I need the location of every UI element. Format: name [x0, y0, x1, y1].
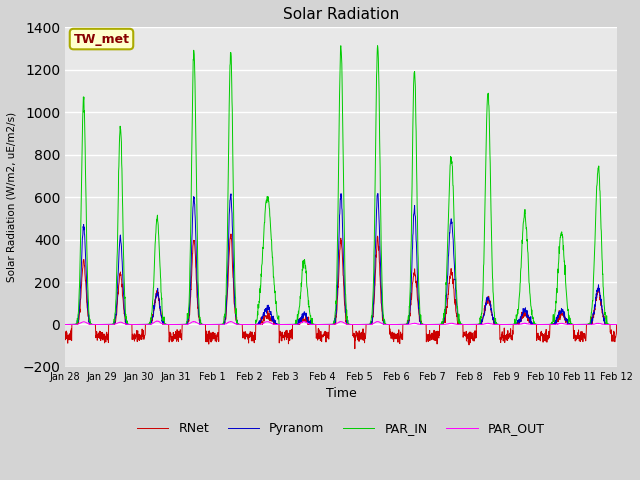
RNet: [61, 329, 69, 335]
RNet: [580, 331, 588, 336]
PAR_IN: [374, 43, 381, 48]
RNet: [369, 312, 377, 318]
RNet: [357, 329, 365, 335]
PAR_OUT: [369, 321, 377, 326]
Pyranom: [61, 322, 69, 327]
Line: RNet: RNet: [65, 234, 616, 348]
PAR_OUT: [501, 322, 509, 327]
X-axis label: Time: Time: [326, 387, 356, 400]
PAR_IN: [357, 322, 365, 327]
Pyranom: [564, 321, 572, 327]
PAR_OUT: [216, 322, 223, 327]
Y-axis label: Solar Radiation (W/m2, uE/m2/s): Solar Radiation (W/m2, uE/m2/s): [7, 112, 17, 282]
PAR_IN: [580, 322, 588, 327]
Line: PAR_OUT: PAR_OUT: [65, 321, 616, 324]
PAR_OUT: [153, 318, 161, 324]
Legend: RNet, Pyranom, PAR_IN, PAR_OUT: RNet, Pyranom, PAR_IN, PAR_OUT: [132, 418, 550, 440]
Pyranom: [612, 322, 620, 327]
PAR_OUT: [612, 322, 620, 327]
RNet: [351, 346, 358, 351]
Pyranom: [369, 313, 376, 319]
Pyranom: [357, 322, 365, 327]
RNet: [215, 322, 223, 327]
Pyranom: [501, 322, 509, 327]
Line: PAR_IN: PAR_IN: [65, 46, 616, 324]
RNet: [612, 322, 620, 327]
Pyranom: [580, 322, 588, 327]
PAR_IN: [501, 322, 509, 327]
Text: TW_met: TW_met: [74, 33, 129, 46]
PAR_OUT: [357, 322, 365, 327]
RNet: [564, 317, 572, 323]
PAR_IN: [612, 322, 620, 327]
Title: Solar Radiation: Solar Radiation: [283, 7, 399, 22]
RNet: [502, 333, 509, 339]
PAR_OUT: [564, 322, 572, 327]
RNet: [227, 231, 235, 237]
PAR_IN: [369, 300, 376, 305]
Pyranom: [215, 322, 223, 327]
Pyranom: [374, 191, 381, 196]
PAR_OUT: [61, 322, 69, 327]
PAR_IN: [61, 322, 69, 327]
PAR_IN: [215, 322, 223, 327]
Line: Pyranom: Pyranom: [65, 193, 616, 324]
PAR_OUT: [580, 322, 588, 327]
PAR_IN: [564, 306, 572, 312]
